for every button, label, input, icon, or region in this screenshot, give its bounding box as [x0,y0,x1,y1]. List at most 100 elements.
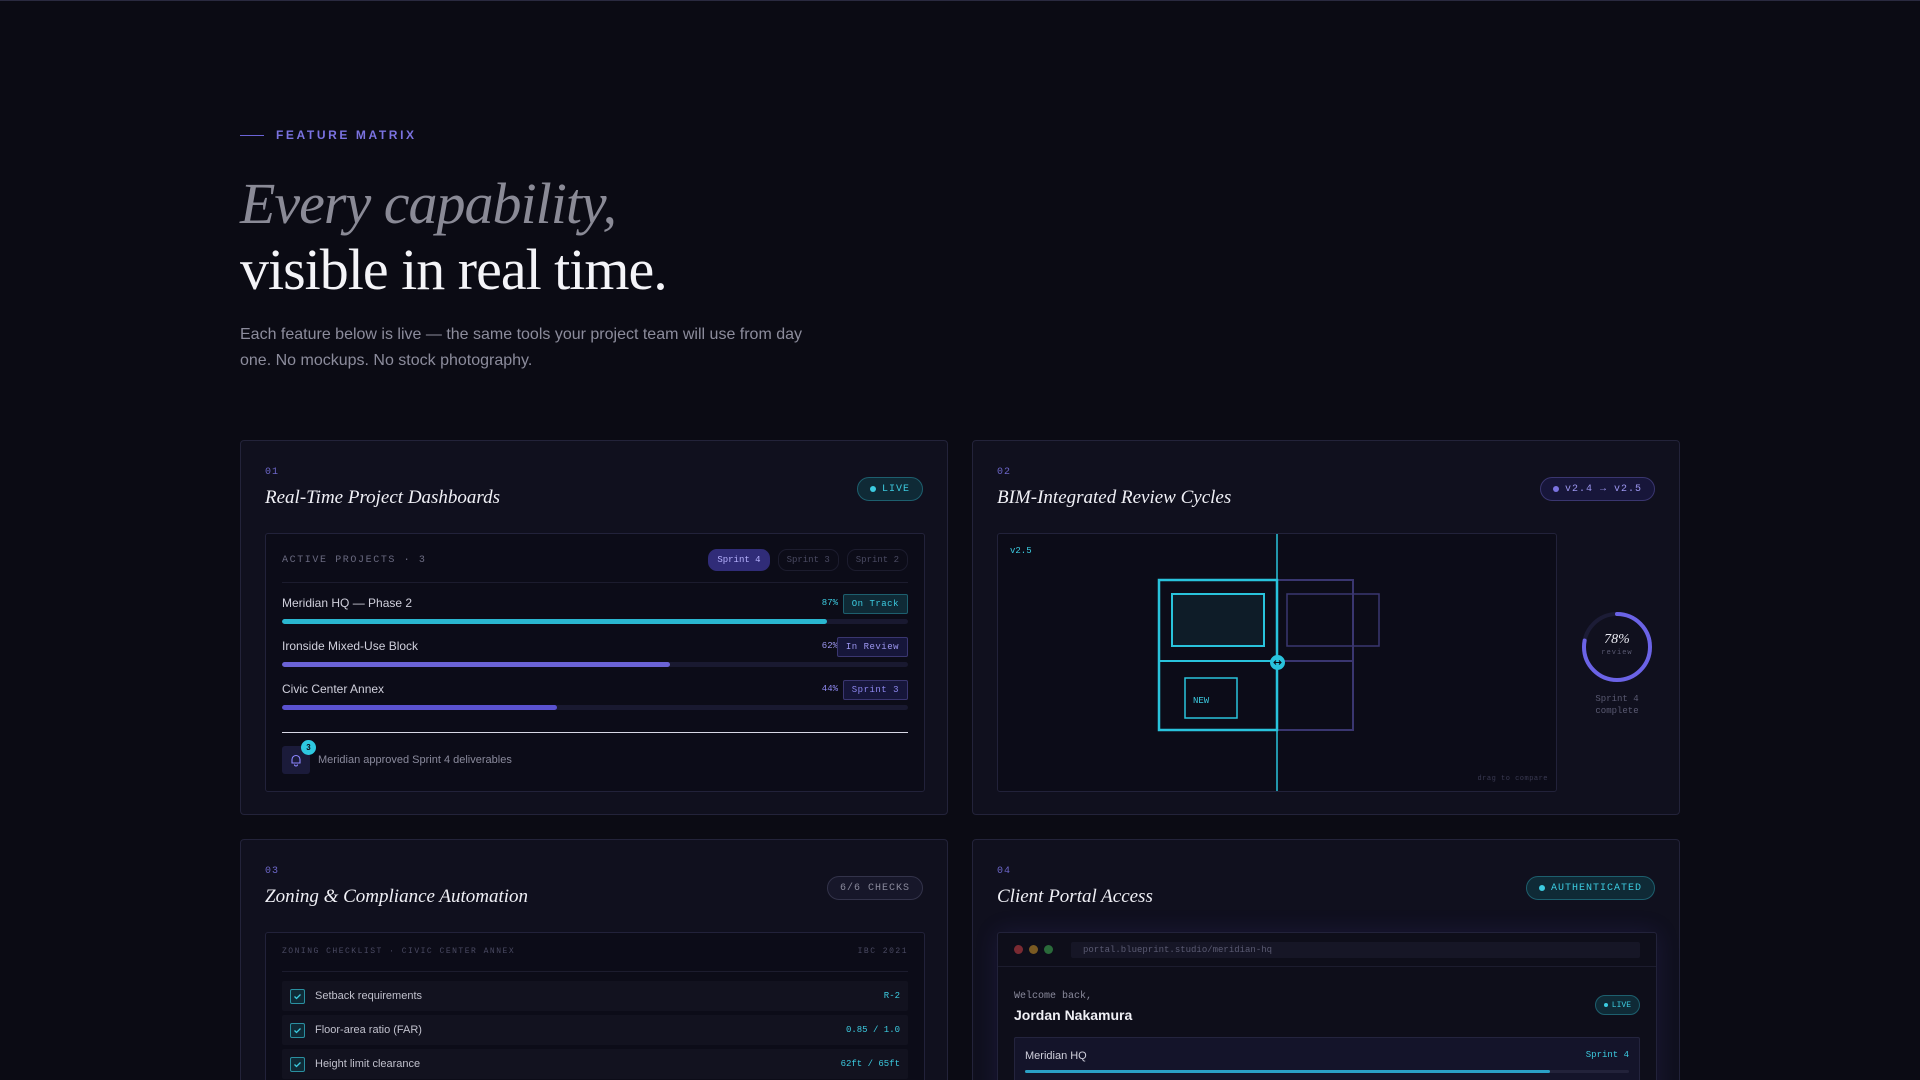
progress-track [282,662,908,667]
card-title: BIM-Integrated Review Cycles [997,487,1232,508]
tab-sprint-4[interactable]: Sprint 4 [708,549,770,571]
checklist-label: Setback requirements [315,990,422,1002]
sprint-tabs: Sprint 4 Sprint 3 Sprint 2 [708,549,908,571]
eyebrow-label: FEATURE MATRIX [276,128,417,142]
version-label: v2.5 [1010,546,1032,556]
project-percent: 44% [821,684,838,694]
checklist-value: 62ft / 65ft [840,1059,900,1069]
status-badge: On Track [842,594,908,614]
eyebrow-dash [240,134,264,136]
tab-sprint-2[interactable]: Sprint 2 [846,549,908,571]
feature-card-client-portal: 04 Client Portal Access AUTHENTICATED po… [972,839,1680,1080]
window-close-icon[interactable] [1014,945,1023,954]
compare-slider-handle[interactable] [1270,655,1285,670]
card-title: Client Portal Access [997,886,1153,907]
progress-track [1025,1070,1629,1073]
headline-main: visible in real time. [240,236,668,302]
live-badge: LIVE [856,477,923,501]
card-number: 02 [997,467,1012,478]
project-sprint: Sprint 4 [1585,1050,1629,1060]
card-number: 01 [265,467,280,478]
progress-fill [1025,1070,1551,1073]
headline-italic: Every capability, [240,171,617,236]
checkbox-checked-icon[interactable] [290,1022,305,1038]
checkbox-checked-icon[interactable] [290,988,305,1004]
progress-fill [282,619,827,624]
review-progress-gauge [1582,612,1652,682]
welcome-text: Welcome back, [1014,991,1093,1002]
drag-hint: drag to compare [1477,775,1548,783]
bim-compare-panel[interactable]: v2.5 NEW drag to compare [997,533,1557,792]
progress-fill [282,662,671,667]
lede-paragraph: Each feature below is live — the same to… [240,325,803,369]
live-badge-label: LIVE [881,483,910,495]
checks-badge: 6/6 CHECKS [826,876,923,900]
divider [282,582,908,583]
feature-card-dashboards: 01 Real-Time Project Dashboards LIVE ACT… [240,440,948,815]
version-badge-label: v2.4 → v2.5 [1564,483,1642,495]
project-name: Ironside Mixed-Use Block [282,639,419,653]
gauge-caption-line2: complete [1595,706,1639,716]
project-name: Civic Center Annex [282,682,385,696]
bell-icon[interactable]: 3 [282,740,316,774]
project-percent: 87% [821,598,838,608]
checklist-item[interactable]: Floor-area ratio (FAR) 0.85 / 1.0 [282,1015,908,1045]
checklist-header: ZONING CHECKLIST · CIVIC CENTER ANNEX [282,947,516,956]
feature-card-bim: 02 BIM-Integrated Review Cycles v2.4 → v… [972,440,1680,815]
notification[interactable]: 3 Meridian approved Sprint 4 deliverable… [282,740,512,774]
checklist-label: Height limit clearance [315,1058,421,1070]
gauge-percent: 78% [1604,632,1630,647]
portal-browser-window: portal.blueprint.studio/meridian-hq Welc… [997,932,1657,1080]
url-bar[interactable]: portal.blueprint.studio/meridian-hq [1071,941,1640,958]
status-dot-icon [1552,486,1559,492]
checkbox-checked-icon[interactable] [290,1056,305,1072]
version-badge: v2.4 → v2.5 [1539,477,1655,501]
top-border [0,0,1920,1]
status-dot-icon [1538,885,1545,891]
hero-section: FEATURE MATRIX Every capability, visible… [240,128,1140,374]
gauge-caption-line1: Sprint 4 [1595,694,1639,704]
project-percent: 62% [821,641,838,651]
zoning-checklist-panel: ZONING CHECKLIST · CIVIC CENTER ANNEX IB… [265,932,925,1080]
user-name: Jordan Nakamura [1014,1007,1133,1023]
window-minimize-icon[interactable] [1029,945,1038,954]
project-row[interactable]: Meridian HQ — Phase 2 87% On Track [282,594,908,630]
project-row[interactable]: Ironside Mixed-Use Block 62% In Review [282,637,908,673]
authenticated-badge: AUTHENTICATED [1525,876,1655,900]
active-projects-header: ACTIVE PROJECTS · 3 [282,554,427,566]
status-dot-icon [1603,1003,1608,1007]
card-number: 04 [997,866,1012,877]
status-dot-icon [869,486,876,492]
window-maximize-icon[interactable] [1044,945,1053,954]
live-badge-label: LIVE [1611,1000,1631,1010]
checks-badge-label: 6/6 CHECKS [839,882,910,894]
eyebrow: FEATURE MATRIX [240,128,1140,142]
card-title: Real-Time Project Dashboards [265,487,501,508]
gauge-label: 78% review [1579,632,1655,657]
checklist-item[interactable]: Height limit clearance 62ft / 65ft [282,1049,908,1079]
checklist-label: Floor-area ratio (FAR) [315,1024,422,1036]
checklist-item[interactable]: Setback requirements R-2 [282,981,908,1011]
card-number: 03 [265,866,280,877]
checklist-value: 0.85 / 1.0 [845,1025,900,1035]
gauge-arc [1582,612,1652,682]
new-room-label: NEW [1193,696,1210,706]
progress-track [282,705,908,710]
dashboard-panel: ACTIVE PROJECTS · 3 Sprint 4 Sprint 3 Sp… [265,533,925,792]
project-row[interactable]: Civic Center Annex 44% Sprint 3 [282,680,908,716]
authenticated-badge-label: AUTHENTICATED [1550,882,1642,894]
card-title: Zoning & Compliance Automation [265,886,529,907]
code-label: IBC 2021 [857,947,908,956]
status-badge: In Review [836,637,908,657]
gauge-caption: Sprint 4 complete [1559,693,1675,717]
status-badge: Sprint 3 [842,680,908,700]
tab-sprint-3[interactable]: Sprint 3 [777,549,839,571]
portal-project-card[interactable]: Meridian HQ Sprint 4 [1014,1037,1640,1080]
browser-toolbar: portal.blueprint.studio/meridian-hq [998,933,1656,967]
notification-text: Meridian approved Sprint 4 deliverables [318,754,512,766]
gauge-sub: review [1601,649,1633,657]
divider [282,971,908,972]
live-badge: LIVE [1594,995,1640,1015]
progress-fill [282,705,558,710]
feature-card-zoning: 03 Zoning & Compliance Automation 6/6 CH… [240,839,948,1080]
